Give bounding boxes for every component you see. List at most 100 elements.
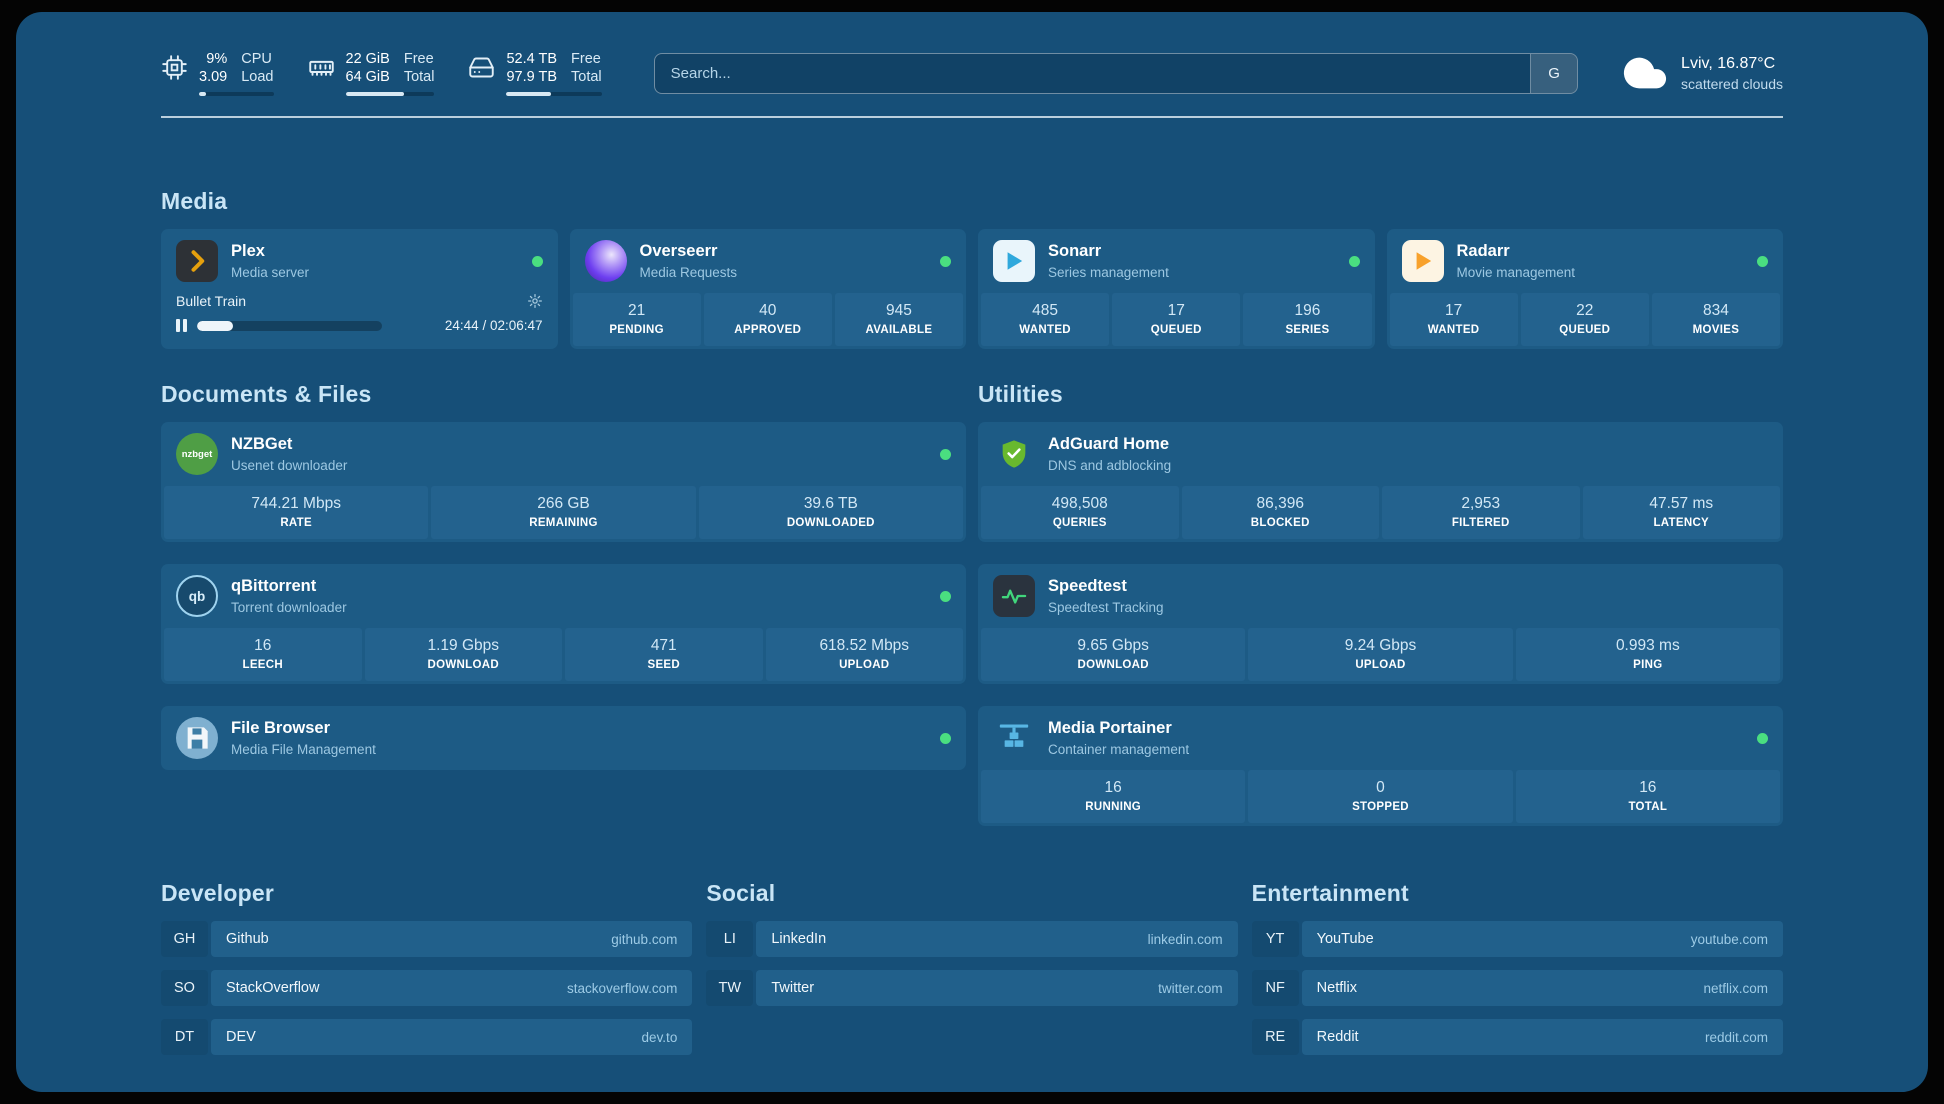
stat-queued: 22 QUEUED <box>1520 293 1649 346</box>
service-name: qBittorrent <box>231 577 317 596</box>
bookmark-url: github.com <box>611 931 678 947</box>
bookmark-abbr: RE <box>1251 1019 1299 1055</box>
gear-icon[interactable] <box>527 293 543 309</box>
cpu-progress-bar <box>199 92 274 96</box>
memory-total-label: Total <box>403 69 435 86</box>
stat-downloaded: 39.6 TB DOWNLOADED <box>698 486 963 539</box>
bookmark-name: DEV <box>226 1029 256 1045</box>
stat-available: 945 AVAILABLE <box>834 293 964 346</box>
bookmark-abbr: NF <box>1251 970 1299 1006</box>
dashboard-content: 9% 3.09 CPU Load <box>161 12 1783 1055</box>
stat-filtered: 2,953 FILTERED <box>1382 486 1580 539</box>
cpu-load-label: Load <box>241 69 274 86</box>
search-input[interactable] <box>654 53 1531 93</box>
stat-upload: 9.24 Gbps UPLOAD <box>1248 628 1513 681</box>
bookmark-abbr: DT <box>161 1019 208 1055</box>
pause-button[interactable] <box>176 319 187 332</box>
service-card-sonarr[interactable]: Sonarr Series management 485 WANTED 17 Q… <box>978 229 1375 349</box>
section-title-social: Social <box>706 880 776 906</box>
service-card-adguard[interactable]: AdGuard Home DNS and adblocking 498,508 … <box>978 422 1783 542</box>
bookmark-name: Github <box>226 931 269 947</box>
documents-column: Documents & Files nzbget NZBGet Usenet d… <box>161 381 966 770</box>
stat-movies: 834 MOVIES <box>1651 293 1781 346</box>
weather-condition: scattered clouds <box>1681 75 1783 92</box>
resource-widgets: 9% 3.09 CPU Load <box>161 50 602 96</box>
bookmark-github[interactable]: GH Github github.com <box>161 921 693 957</box>
status-dot <box>1348 255 1360 267</box>
section-title-developer: Developer <box>161 880 275 906</box>
radarr-icon <box>1401 240 1444 282</box>
stat-stopped: 0 STOPPED <box>1248 770 1513 823</box>
service-desc: Movie management <box>1456 264 1576 280</box>
service-card-plex[interactable]: Plex Media server Bullet Train <box>161 229 558 349</box>
playback-progress-bar[interactable] <box>196 320 382 331</box>
service-card-portainer[interactable]: Media Portainer Container management 16 … <box>978 706 1783 826</box>
service-card-qbittorrent[interactable]: qb qBittorrent Torrent downloader 16 LEE… <box>161 564 966 684</box>
cpu-progress-fill <box>199 92 206 96</box>
filebrowser-icon <box>176 717 218 759</box>
service-name: Radarr <box>1456 242 1510 261</box>
stat-series: 196 SERIES <box>1243 293 1372 346</box>
bookmark-reddit[interactable]: RE Reddit reddit.com <box>1251 1019 1783 1055</box>
developer-column: Developer GH Github github.com SO StackO… <box>161 880 693 1055</box>
developer-bookmarks: GH Github github.com SO StackOverflow st… <box>161 921 693 1055</box>
stat-queued: 17 QUEUED <box>1112 293 1241 346</box>
bookmark-abbr: GH <box>161 921 208 957</box>
service-name: Media Portainer <box>1048 719 1172 738</box>
entertainment-column: Entertainment YT YouTube youtube.com NF … <box>1251 880 1783 1055</box>
bookmark-name: Twitter <box>771 980 815 996</box>
stat-wanted: 485 WANTED <box>981 293 1110 346</box>
service-card-radarr[interactable]: Radarr Movie management 17 WANTED 22 QUE… <box>1386 229 1783 349</box>
plex-icon <box>176 240 218 282</box>
service-name: Speedtest <box>1048 577 1127 596</box>
service-card-speedtest[interactable]: Speedtest Speedtest Tracking 9.65 Gbps D… <box>978 564 1783 684</box>
bookmark-netflix[interactable]: NF Netflix netflix.com <box>1251 970 1783 1006</box>
bookmark-youtube[interactable]: YT YouTube youtube.com <box>1251 921 1783 957</box>
bookmark-abbr: SO <box>161 970 208 1006</box>
service-name: Overseerr <box>639 242 718 261</box>
middle-columns: Documents & Files nzbget NZBGet Usenet d… <box>161 381 1783 826</box>
bookmark-url: twitter.com <box>1158 980 1223 996</box>
service-desc: Usenet downloader <box>231 457 348 473</box>
utilities-column: Utilities AdGuard Home DNS and adblockin… <box>978 381 1783 826</box>
service-card-nzbget[interactable]: nzbget NZBGet Usenet downloader 744.21 M… <box>161 422 966 542</box>
bookmark-url: dev.to <box>641 1029 678 1045</box>
stat-wanted: 17 WANTED <box>1389 293 1518 346</box>
status-dot <box>531 255 543 267</box>
bookmark-abbr: LI <box>706 921 754 957</box>
service-name: Sonarr <box>1048 242 1102 261</box>
cpu-usage-value: 9% <box>206 51 228 68</box>
entertainment-bookmarks: YT YouTube youtube.com NF Netflix netfli… <box>1251 921 1783 1055</box>
topbar: 9% 3.09 CPU Load <box>161 50 1783 96</box>
bookmark-name: YouTube <box>1316 931 1374 947</box>
service-name: NZBGet <box>231 435 293 454</box>
playback-progress-fill <box>196 320 233 331</box>
memory-progress-fill <box>345 92 405 96</box>
service-card-overseerr[interactable]: Overseerr Media Requests 21 PENDING 40 A… <box>569 229 966 349</box>
stat-running: 16 RUNNING <box>981 770 1246 823</box>
service-desc: Container management <box>1048 741 1190 757</box>
search-engine-button[interactable]: G <box>1530 53 1578 93</box>
memory-free-value: 22 GiB <box>345 51 390 68</box>
search-bar: G <box>653 52 1579 94</box>
qbittorrent-icon: qb <box>176 575 218 617</box>
stat-rate: 744.21 Mbps RATE <box>164 486 429 539</box>
playback-time: 24:44 / 02:06:47 <box>444 318 543 333</box>
service-card-filebrowser[interactable]: File Browser Media File Management <box>161 706 966 770</box>
status-dot <box>1757 255 1768 267</box>
media-card-row: Plex Media server Bullet Train <box>161 229 1783 349</box>
status-dot <box>1757 732 1768 744</box>
bookmark-stackoverflow[interactable]: SO StackOverflow stackoverflow.com <box>161 970 693 1006</box>
resource-disk: 52.4 TB 97.9 TB Free Total <box>468 50 602 96</box>
speedtest-icon <box>993 575 1035 617</box>
topbar-divider <box>161 116 1783 118</box>
disk-total-label: Total <box>571 69 602 86</box>
bookmark-dev[interactable]: DT DEV dev.to <box>161 1019 693 1055</box>
bookmark-name: StackOverflow <box>226 980 320 996</box>
service-name: AdGuard Home <box>1048 435 1170 454</box>
service-desc: Speedtest Tracking <box>1048 599 1164 615</box>
status-dot <box>940 255 951 267</box>
bookmark-linkedin[interactable]: LI LinkedIn linkedin.com <box>706 921 1238 957</box>
bookmark-twitter[interactable]: TW Twitter twitter.com <box>706 970 1238 1006</box>
bookmark-url: reddit.com <box>1704 1029 1768 1045</box>
